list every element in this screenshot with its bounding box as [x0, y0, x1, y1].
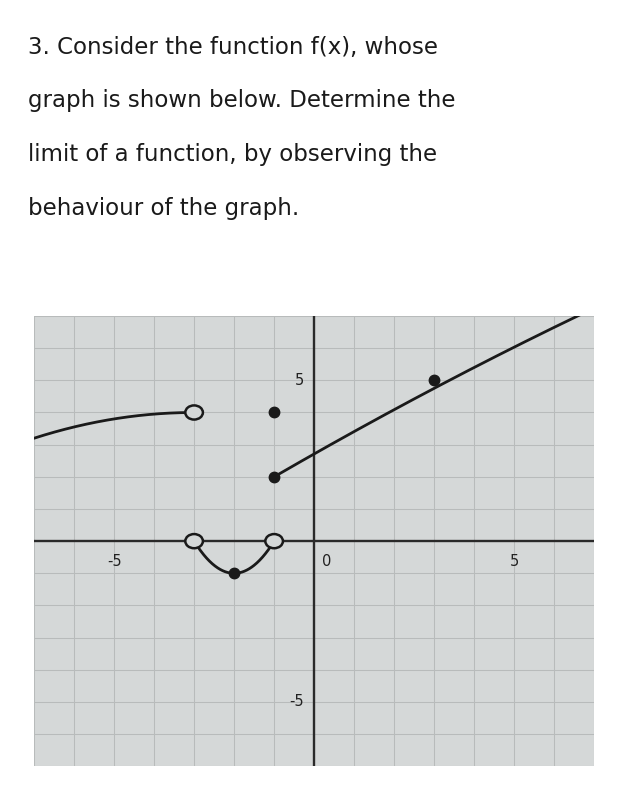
Text: 5: 5	[295, 373, 304, 388]
Text: 3. Consider the function f(x), whose: 3. Consider the function f(x), whose	[28, 36, 438, 58]
Text: -5: -5	[106, 554, 121, 569]
Text: behaviour of the graph.: behaviour of the graph.	[28, 197, 299, 220]
Circle shape	[185, 405, 203, 419]
Text: 5: 5	[509, 554, 519, 569]
Text: limit of a function, by observing the: limit of a function, by observing the	[28, 143, 437, 166]
Circle shape	[185, 534, 203, 548]
Text: graph is shown below. Determine the: graph is shown below. Determine the	[28, 89, 456, 112]
Text: -5: -5	[290, 694, 304, 709]
Circle shape	[266, 534, 283, 548]
Text: 0: 0	[322, 554, 332, 569]
